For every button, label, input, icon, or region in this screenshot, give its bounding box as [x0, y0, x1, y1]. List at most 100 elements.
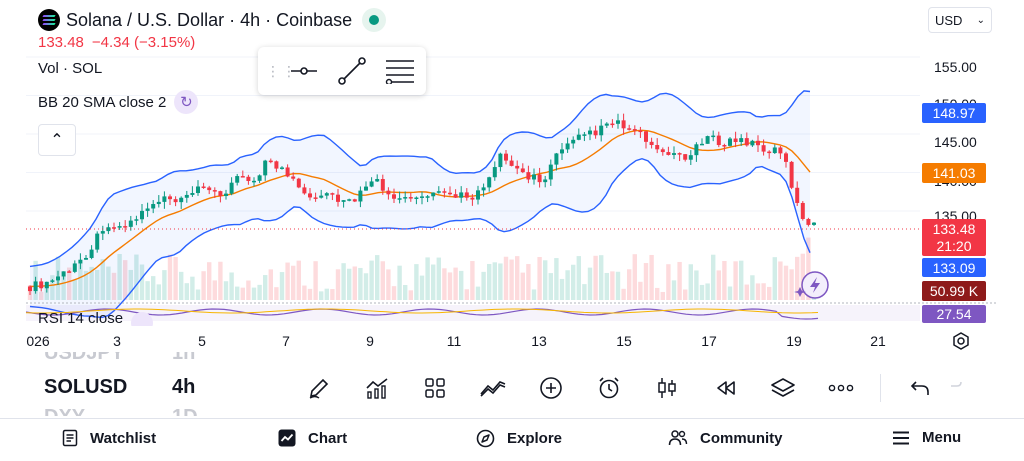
- chevron-down-icon: ⌄: [976, 14, 985, 26]
- volume-bar: [296, 260, 301, 300]
- volume-bar: [369, 260, 374, 300]
- time-axis-label: 21: [870, 333, 886, 349]
- volume-bar: [655, 287, 660, 300]
- candle-body: [224, 193, 228, 197]
- bollinger-upper-line: [29, 90, 811, 268]
- symbol-row[interactable]: USDJPY 1h: [44, 352, 244, 365]
- symbol-row[interactable]: DXY 1D: [44, 406, 244, 416]
- layouts-icon[interactable]: [406, 368, 464, 408]
- symbol-title[interactable]: Solana / U.S. Dollar · 4h · Coinbase: [66, 9, 353, 30]
- candle-body: [660, 149, 665, 153]
- candle-body: [67, 271, 72, 273]
- symbol-name: DXY: [44, 406, 172, 416]
- candle-body: [492, 167, 497, 178]
- rsi-settings-icon[interactable]: [131, 312, 154, 326]
- candle-body: [632, 129, 637, 131]
- candle-body: [688, 155, 693, 160]
- volume-bar: [739, 260, 744, 300]
- candle-body: [196, 186, 200, 194]
- candle-body: [453, 194, 458, 198]
- candle-body: [588, 130, 592, 135]
- price-axis-label: 145.00: [934, 134, 977, 150]
- menu-icon: [893, 431, 909, 444]
- volume-bar: [139, 264, 145, 300]
- chart-type-icon[interactable]: [638, 368, 696, 408]
- horizontal-line-tool-icon[interactable]: [284, 53, 324, 89]
- volume-bar: [285, 262, 290, 300]
- candle-body: [201, 186, 206, 188]
- candle-body: [576, 134, 581, 140]
- more-icon[interactable]: [812, 368, 870, 408]
- volume-bar: [134, 254, 139, 300]
- volume-bar: [251, 287, 257, 300]
- compare-icon[interactable]: [464, 368, 522, 408]
- volume-bar: [492, 262, 497, 300]
- nav-community[interactable]: Community: [668, 429, 783, 447]
- candle-body: [560, 149, 564, 154]
- volume-bar: [515, 256, 520, 300]
- candle-body: [184, 194, 189, 198]
- candle-body: [392, 194, 396, 199]
- draw-icon[interactable]: [290, 368, 348, 408]
- candle-body: [716, 135, 721, 146]
- toolbar-divider: [880, 374, 881, 402]
- bollinger-legend[interactable]: BB 20 SMA close 2: [38, 93, 167, 111]
- lightning-icon[interactable]: [794, 271, 829, 299]
- nav-menu[interactable]: Menu: [892, 429, 961, 446]
- nav-community-label: Community: [700, 429, 783, 447]
- fib-tool-icon[interactable]: [380, 53, 420, 89]
- collapse-legend-button[interactable]: ⌃: [38, 124, 76, 156]
- volume-bar: [375, 255, 380, 300]
- layers-icon[interactable]: [754, 368, 812, 408]
- nav-chart[interactable]: Chart: [278, 429, 347, 447]
- volume-bar: [235, 286, 240, 300]
- solana-icon: [38, 9, 60, 31]
- volume-bar: [408, 290, 413, 300]
- drag-handle-icon[interactable]: ⋮⋮: [266, 63, 298, 79]
- candle-body: [638, 130, 643, 133]
- volume-bar: [599, 255, 604, 300]
- candle-body: [756, 140, 760, 146]
- volume-bar: [744, 284, 749, 300]
- replay-icon[interactable]: [696, 368, 754, 408]
- price-chart[interactable]: [0, 0, 1024, 352]
- refresh-icon[interactable]: ↻: [174, 90, 199, 114]
- candle-body: [218, 191, 223, 197]
- candle-body: [750, 140, 755, 146]
- bollinger-lower-line: [29, 157, 811, 319]
- volume-bar: [565, 270, 570, 300]
- candle-body: [666, 152, 671, 155]
- symbol-switcher[interactable]: USDJPY 1h SOLUSD 4h DXY 1D: [44, 352, 244, 416]
- nav-watchlist-label: Watchlist: [90, 429, 157, 447]
- symbol-row-active[interactable]: SOLUSD 4h: [44, 376, 244, 399]
- bollinger-band-fill: [30, 90, 810, 318]
- volume-bar: [240, 287, 245, 300]
- candle-body: [324, 193, 329, 196]
- rsi-legend[interactable]: RSI 14 close: [38, 310, 154, 326]
- currency-select[interactable]: USD ⌄: [928, 7, 992, 33]
- chart-settings-icon[interactable]: [948, 328, 974, 354]
- volume-bar: [162, 270, 167, 300]
- candle-body: [117, 226, 122, 228]
- nav-watchlist[interactable]: Watchlist: [62, 429, 156, 447]
- volume-bar: [72, 279, 77, 300]
- candle-body: [571, 139, 576, 144]
- undo-icon[interactable]: [891, 368, 949, 408]
- candle-body: [380, 179, 385, 191]
- trend-line-tool-icon[interactable]: [332, 53, 372, 89]
- volume-bar: [89, 266, 94, 300]
- redo-icon[interactable]: [949, 368, 979, 408]
- volume-bar: [111, 272, 117, 300]
- candle-body: [431, 192, 436, 197]
- candle-body: [548, 164, 553, 180]
- nav-explore[interactable]: Explore: [476, 429, 562, 448]
- add-icon[interactable]: [522, 368, 580, 408]
- volume-bar: [666, 264, 671, 300]
- volume-bar: [503, 256, 509, 300]
- candle-body: [408, 197, 413, 199]
- indicators-icon[interactable]: [348, 368, 406, 408]
- volume-legend[interactable]: Vol · SOL: [38, 60, 103, 77]
- alert-icon[interactable]: [580, 368, 638, 408]
- candle-body: [487, 177, 492, 188]
- volume-bar: [660, 291, 665, 300]
